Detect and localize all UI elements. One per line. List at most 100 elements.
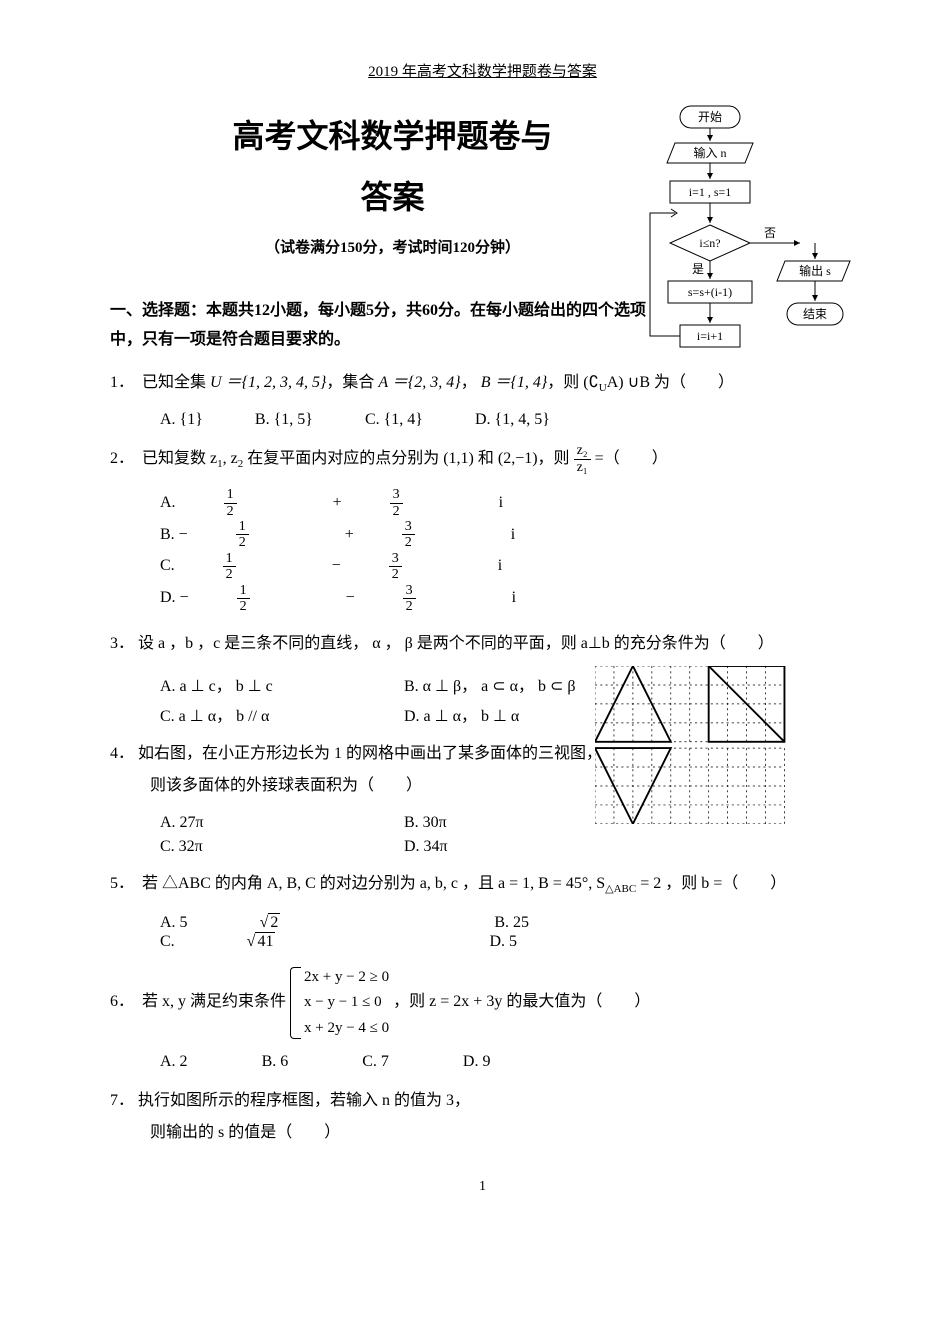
q4-text-a: 如右图，在小正方形边长为 1 的网格中画出了某多面体的三视图， — [138, 745, 602, 762]
flow-start: 开始 — [698, 110, 722, 124]
q4-opt-b: B. 30π — [404, 814, 447, 831]
doc-header: 2019 年高考文科数学押题卷与答案 — [110, 60, 855, 81]
q2d-n1: 1 — [237, 583, 250, 599]
q4-number: 4． — [110, 738, 138, 770]
flowchart-diagram: 开始 输入 n i=1 , s=1 i≤n? 否 是 — [635, 101, 855, 411]
q5-opt-b: B. 25 — [494, 914, 529, 932]
q2-frac-den: z₁ — [574, 460, 591, 475]
q5-number: 5． — [110, 868, 138, 900]
q6-text-a: 若 x, y 满足约束条件 — [142, 993, 290, 1010]
q1-text-b: ，集合 — [326, 374, 378, 391]
q2b-plus: + — [345, 526, 354, 544]
q5-sub-abc: △ABC — [605, 884, 636, 896]
flow-cond: i≤n? — [699, 236, 720, 250]
flow-init: i=1 , s=1 — [689, 185, 732, 199]
title-block: 高考文科数学押题卷与 答案 （试卷满分150分，考试时间120分钟） 开始 输入… — [110, 111, 855, 257]
q2-opt-c: C. 12 − 32 i — [160, 551, 550, 583]
q5a-pre: A. 5 — [160, 914, 188, 932]
q2-opt-d-prefix: D. − — [160, 589, 189, 607]
flow-update-s: s=s+(i-1) — [688, 285, 732, 299]
q5-options: A. 52 B. 25 C. 41 D. 5 — [160, 913, 855, 951]
q2-options: A. 12 + 32 i B. −12 + 32 i C. 12 − 32 i … — [160, 487, 855, 614]
flow-input: 输入 n — [693, 145, 726, 160]
q2c-n2: 3 — [389, 551, 402, 567]
q6-eq2: x − y − 1 ≤ 0 — [304, 990, 389, 1016]
q2-text-c: 在复平面内对应的点分别为 (1,1) 和 (2,−1)，则 — [243, 450, 573, 467]
q6-options: A. 2 B. 6 C. 7 D. 9 — [160, 1053, 855, 1071]
q2d-d1: 2 — [237, 599, 250, 614]
q2b-n2: 3 — [402, 519, 415, 535]
q7-number: 7． — [110, 1085, 138, 1117]
flow-update-i: i=i+1 — [697, 329, 723, 343]
q5-text-b: = 2 ，则 b =（ ） — [636, 875, 786, 892]
flow-output: 输出 s — [799, 263, 831, 278]
exam-subtitle: （试卷满分150分，考试时间120分钟） — [110, 236, 675, 257]
q3-opt-b: B. α ⊥ β， a ⊂ α， b ⊂ β — [404, 678, 576, 695]
q6-opt-a: A. 2 — [160, 1053, 188, 1071]
q4-opt-d: D. 34π — [404, 838, 448, 855]
q2-opt-b-prefix: B. − — [160, 526, 188, 544]
q5-text-a: 若 △ABC 的内角 A, B, C 的对边分别为 a, b, c ，且 a =… — [142, 875, 605, 892]
q6-opt-b: B. 6 — [262, 1053, 289, 1071]
q3-opt-c: C. a ⊥ α， b // α — [160, 702, 400, 726]
q5c-pre: C. — [160, 933, 175, 951]
q1-opt-b: B. {1, 5} — [255, 411, 313, 429]
grid-bottom — [595, 748, 784, 824]
flowchart-svg: 开始 输入 n i=1 , s=1 i≤n? 否 是 — [635, 101, 855, 411]
q2-opt-c-prefix: C. — [160, 557, 175, 575]
q2c-i: i — [498, 557, 502, 575]
main-title-line1: 高考文科数学押题卷与 — [110, 111, 675, 162]
q2b-n1: 1 — [236, 519, 249, 535]
q6-eq1: 2x + y − 2 ≥ 0 — [304, 965, 389, 991]
q3-number: 3． — [110, 628, 138, 660]
q2b-d1: 2 — [236, 535, 249, 550]
q6-opt-c: C. 7 — [362, 1053, 389, 1071]
grid-top — [595, 666, 784, 742]
three-view-svg — [595, 666, 795, 824]
q1-opt-d: D. {1, 4, 5} — [475, 411, 550, 429]
page: 2019 年高考文科数学押题卷与答案 高考文科数学押题卷与 答案 （试卷满分15… — [0, 0, 945, 1235]
three-view-figure — [595, 666, 795, 816]
q6-opt-d: D. 9 — [463, 1053, 491, 1071]
q2d-minus: − — [346, 589, 355, 607]
q5-opt-a: A. 52 — [160, 913, 420, 932]
q2d-n2: 3 — [403, 583, 416, 599]
q6-number: 6． — [110, 986, 138, 1018]
q2a-i: i — [499, 494, 503, 512]
q5-opt-c: C. 41 — [160, 932, 415, 951]
q1-opt-a: A. {1} — [160, 411, 203, 429]
flow-end: 结束 — [803, 307, 827, 321]
question-7: 7．执行如图所示的程序框图，若输入 n 的值为 3， 则输出的 s 的值是（ ） — [110, 1085, 855, 1149]
question-2: 2． 已知复数 z1, z2 在复平面内对应的点分别为 (1,1) 和 (2,−… — [110, 443, 855, 475]
q2c-d2: 2 — [389, 567, 402, 582]
q7-text-b: 则输出的 s 的值是（ ） — [150, 1117, 855, 1149]
q2-text-b: , z — [223, 450, 238, 467]
q2a-plus: + — [333, 494, 342, 512]
q2-text-a: 已知复数 z — [142, 450, 217, 467]
q2-fraction: z₂ z₁ — [574, 443, 591, 475]
q3-opt-d: D. a ⊥ α， b ⊥ α — [404, 708, 519, 725]
q2a-d2: 2 — [390, 504, 403, 519]
q5-opt-d: D. 5 — [489, 933, 517, 951]
q1-number: 1． — [110, 367, 138, 399]
q4-opt-a: A. 27π — [160, 814, 400, 832]
question-5: 5． 若 △ABC 的内角 A, B, C 的对边分别为 a, b, c ，且 … — [110, 868, 855, 900]
q2d-i: i — [512, 589, 516, 607]
q2-opt-d: D. −12 − 32 i — [160, 583, 564, 615]
q3-opt-a: A. a ⊥ c， b ⊥ c — [160, 672, 400, 696]
q2a-d1: 2 — [224, 504, 237, 519]
q2-opt-b: B. −12 + 32 i — [160, 519, 563, 551]
q1-set-a: A ＝{2, 3, 4} — [378, 374, 460, 391]
q2-opt-a: A. 12 + 32 i — [160, 487, 551, 519]
q6-constraints-system: 2x + y − 2 ≥ 0 x − y − 1 ≤ 0 x + 2y − 4 … — [290, 965, 389, 1042]
q1-text-a: 已知全集 — [142, 374, 210, 391]
q2-frac-num: z₂ — [574, 443, 591, 459]
q2b-i: i — [511, 526, 515, 544]
q2c-n1: 1 — [223, 551, 236, 567]
main-title-line2: 答案 — [110, 172, 675, 218]
question-6: 6． 若 x, y 满足约束条件 2x + y − 2 ≥ 0 x − y − … — [110, 965, 855, 1042]
q1-opt-c: C. {1, 4} — [365, 411, 423, 429]
q2d-d2: 2 — [403, 599, 416, 614]
flow-no-label: 否 — [764, 226, 776, 240]
q1-compl-sub: U — [599, 382, 607, 394]
